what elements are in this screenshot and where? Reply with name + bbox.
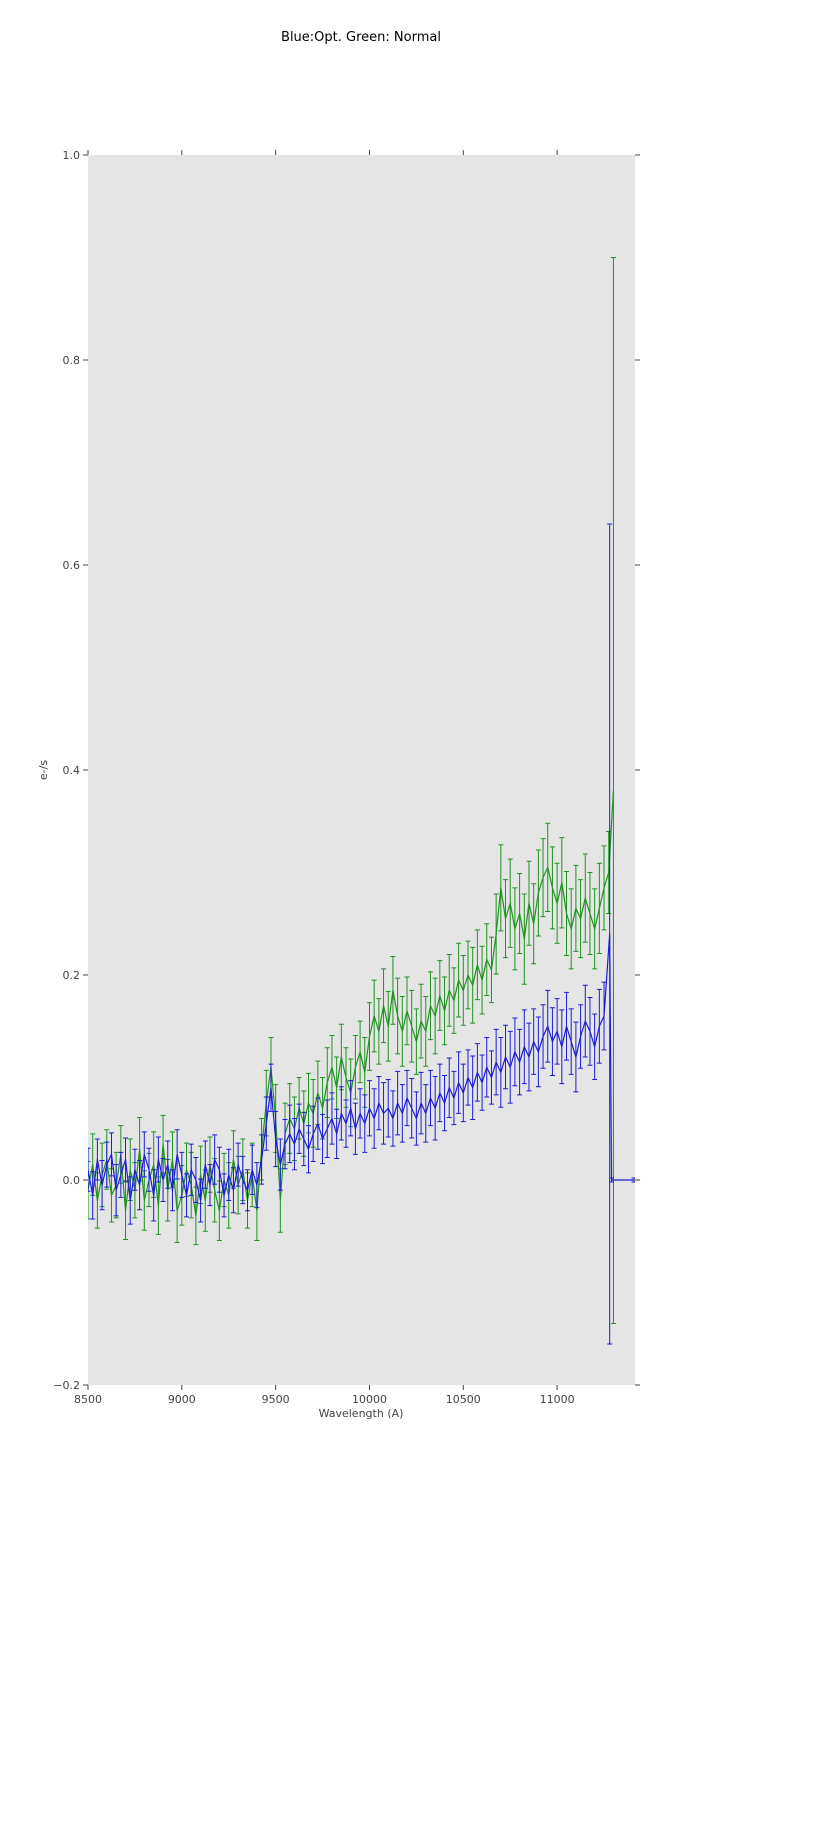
chart-title: Blue:Opt. Green: Normal [281, 30, 441, 45]
x-tick-label: 11000 [540, 1393, 575, 1406]
plot-background [88, 155, 635, 1385]
y-tick-label: 0.8 [63, 354, 81, 367]
y-tick-label: −0.2 [53, 1379, 80, 1392]
y-axis-label: e-/s [37, 760, 50, 780]
y-tick-label: 1.0 [63, 149, 81, 162]
x-tick-label: 9000 [168, 1393, 196, 1406]
x-tick-label: 10000 [352, 1393, 387, 1406]
y-tick-label: 0.2 [63, 969, 81, 982]
line-opt [88, 933, 635, 1202]
x-tick-label: 8500 [74, 1393, 102, 1406]
x-axis-label: Wavelength (A) [319, 1407, 404, 1420]
y-tick-label: 0.6 [63, 559, 81, 572]
series-opt [88, 523, 635, 1345]
x-tick-label: 10500 [446, 1393, 481, 1406]
y-tick-label: 0.4 [63, 764, 81, 777]
y-tick-label: 0.0 [63, 1174, 81, 1187]
x-tick-label: 9500 [262, 1393, 290, 1406]
